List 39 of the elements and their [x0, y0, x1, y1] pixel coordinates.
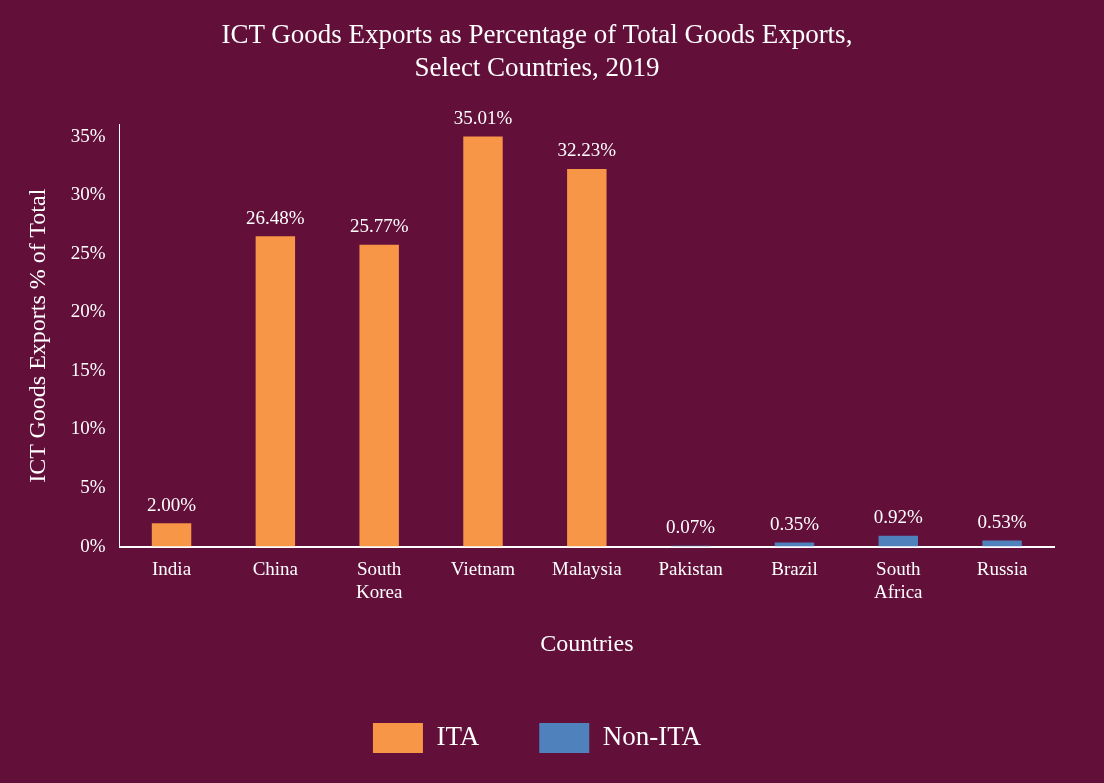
bar — [255, 236, 296, 547]
y-tick-label: 35% — [70, 124, 106, 146]
bar — [359, 244, 399, 547]
data-label: 0.53% — [977, 510, 1027, 532]
bar — [567, 168, 607, 547]
x-tick-label: India — [152, 557, 192, 579]
x-tick-label: South Africa — [874, 557, 924, 602]
legend-label: Non-ITA — [602, 721, 702, 752]
bar — [463, 136, 503, 547]
x-tick-label: Russia — [976, 557, 1028, 579]
x-tick-label: Vietnam — [450, 557, 516, 579]
bar — [774, 542, 815, 547]
data-label: 0.07% — [666, 516, 716, 538]
x-axis-title: Countries — [540, 629, 634, 656]
x-tick-label: Brazil — [771, 557, 818, 579]
y-tick-label: 25% — [70, 241, 106, 263]
bar — [982, 540, 1022, 547]
x-tick-label: South Korea — [355, 557, 403, 602]
legend-label: ITA — [436, 721, 480, 752]
y-tick-label: 10% — [70, 417, 106, 439]
data-label: 25.77% — [349, 215, 409, 237]
y-tick-label: 0% — [80, 534, 106, 556]
data-label: 32.23% — [557, 139, 617, 161]
data-label: 35.01% — [453, 106, 513, 128]
y-tick-label: 20% — [70, 300, 106, 322]
y-tick-label: 15% — [70, 358, 106, 380]
data-label: 2.00% — [147, 493, 197, 515]
data-label: 26.48% — [246, 206, 305, 228]
x-tick-label: China — [252, 557, 299, 579]
data-label: 0.92% — [873, 506, 923, 528]
data-label: 0.35% — [769, 512, 820, 534]
y-axis-title: ICT Goods Exports % of Total — [23, 188, 50, 483]
bar — [878, 535, 918, 547]
x-tick-label: Pakistan — [658, 557, 724, 579]
y-tick-label: 5% — [80, 476, 106, 497]
bar — [151, 523, 192, 547]
x-tick-label: Malaysia — [551, 557, 623, 579]
y-tick-label: 30% — [70, 183, 106, 205]
chart-title: ICT Goods Exports as Percentage of Total Goods Exports, Select Countries, 2019 — [221, 19, 853, 82]
